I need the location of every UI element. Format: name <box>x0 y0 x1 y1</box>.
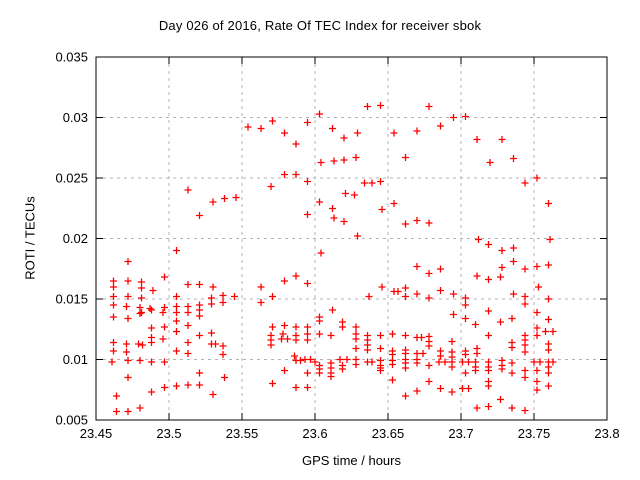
y-tick-label: 0.005 <box>55 413 88 428</box>
axis-tick-marks <box>95 56 608 421</box>
y-axis-label: ROTI / TECUs <box>22 196 38 280</box>
y-tick-label: 0.035 <box>55 50 88 65</box>
x-tick-label: 23.55 <box>226 426 259 441</box>
y-tick-label: 0.03 <box>63 110 88 125</box>
x-tick-label: 23.45 <box>80 426 113 441</box>
x-tick-label: 23.8 <box>594 426 619 441</box>
y-tick-label: 0.025 <box>55 171 88 186</box>
y-tick-label: 0.01 <box>63 352 88 367</box>
x-tick-label: 23.6 <box>302 426 327 441</box>
x-tick-label: 23.5 <box>156 426 181 441</box>
x-axis-label: GPS time / hours <box>302 453 401 468</box>
y-tick-label: 0.015 <box>55 292 88 307</box>
x-tick-label: 23.75 <box>518 426 551 441</box>
x-tick-label: 23.65 <box>372 426 405 441</box>
data-point-markers <box>108 102 557 415</box>
chart-title: Day 026 of 2016, Rate Of TEC Index for r… <box>158 18 482 33</box>
y-tick-label: 0.02 <box>63 231 88 246</box>
x-tick-label: 23.7 <box>448 426 473 441</box>
